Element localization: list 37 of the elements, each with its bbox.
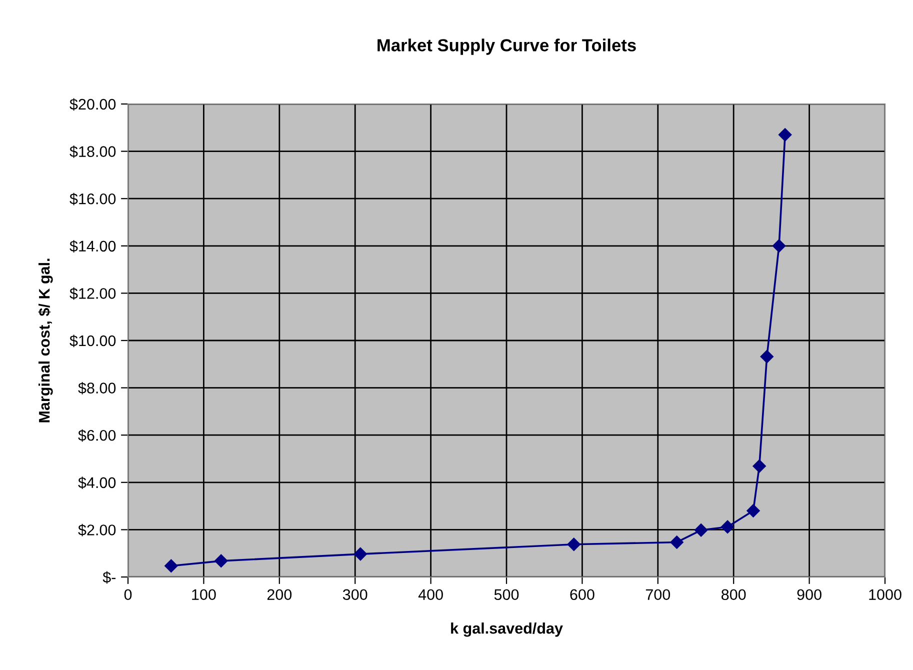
point — [778, 128, 792, 142]
y-tick-label: $12.00 — [70, 287, 116, 300]
x-tick-label: 800 — [722, 589, 746, 600]
y-tick-label: $- — [102, 571, 116, 584]
point — [694, 524, 708, 537]
y-tick-label: $2.00 — [78, 524, 116, 536]
y-tick-label: $18.00 — [70, 146, 116, 158]
x-tick-label: 1000 — [869, 589, 902, 600]
y-tick-label: $8.00 — [78, 382, 116, 394]
point — [567, 538, 580, 551]
y-tick-label: $20.00 — [70, 98, 116, 111]
x-tick-label: 600 — [570, 589, 594, 600]
y-tick-label: $4.00 — [78, 476, 116, 489]
y-tick-label: $6.00 — [78, 429, 116, 442]
point — [214, 554, 228, 568]
point — [760, 350, 774, 364]
point — [746, 504, 760, 518]
point — [772, 239, 786, 252]
point — [164, 559, 178, 572]
x-tick-label: 400 — [418, 589, 443, 600]
y-tick-label: $16.00 — [70, 192, 116, 206]
point — [354, 547, 367, 561]
x-tick-label: 300 — [342, 589, 368, 600]
y-axis-title: Marginal cost, $/ K gal. — [38, 258, 53, 422]
x-tick-label: 200 — [267, 589, 292, 600]
y-tick-label: $14.00 — [70, 240, 116, 252]
x-tick-label: 700 — [646, 589, 670, 600]
point — [752, 459, 766, 473]
x-tick-label: 900 — [797, 589, 822, 600]
y-tick-label: $10.00 — [70, 334, 116, 348]
x-axis-title: k gal.saved/day — [451, 622, 563, 637]
point — [670, 536, 684, 549]
x-tick-label: 100 — [192, 589, 216, 600]
x-tick-label: 0 — [124, 589, 132, 600]
point — [720, 520, 734, 534]
chart-title: Market Supply Curve for Toilets — [378, 38, 636, 55]
x-tick-label: 500 — [494, 589, 519, 600]
